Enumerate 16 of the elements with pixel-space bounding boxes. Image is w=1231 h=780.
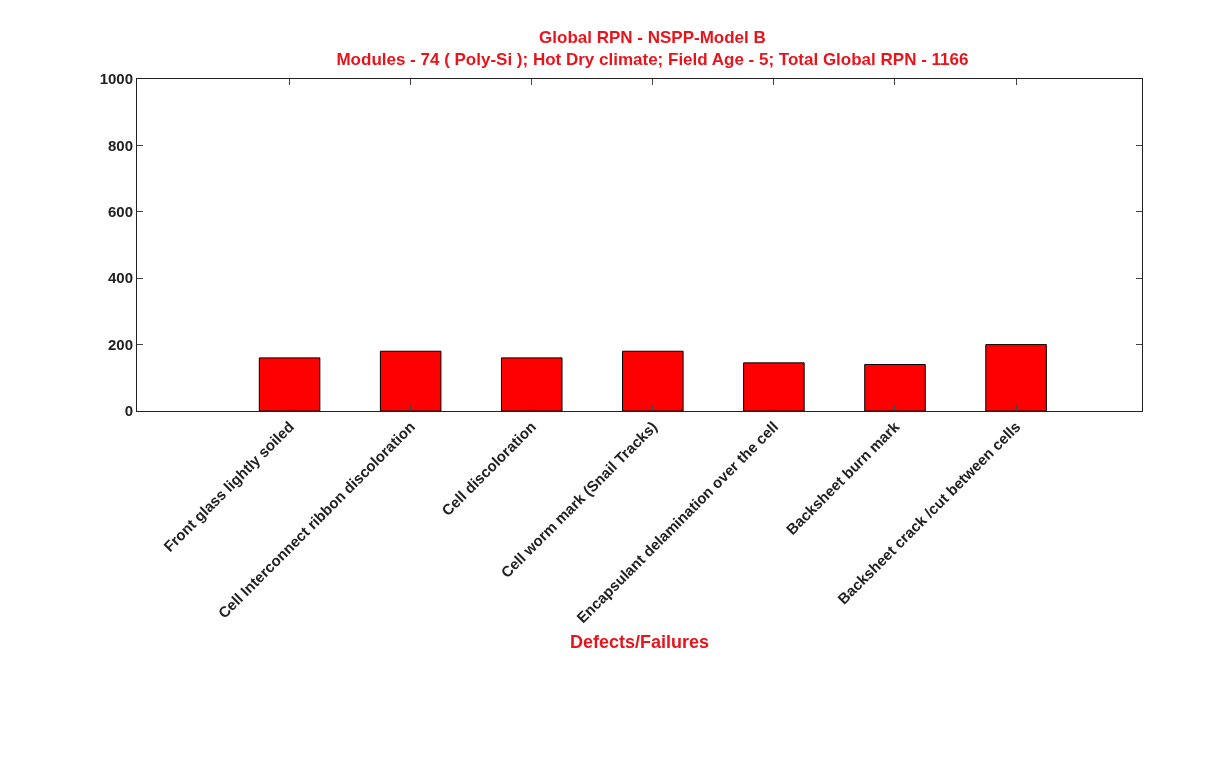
bar [743,362,805,411]
chart-subtitle: Modules - 74 ( Poly-Si ); Hot Dry climate; Field Age - 5; Total Global RPN - 1166 [336,50,969,69]
y-tick-label: 400 [107,269,133,287]
bar [622,350,684,411]
y-tick-label: 1000 [99,70,133,88]
y-tick-label: 600 [107,203,133,221]
chart-title: Global RPN - NSPP-Model B [539,27,766,47]
bar [985,344,1047,411]
bar [379,350,442,411]
bar [258,357,321,411]
y-tick-label: 200 [107,335,133,353]
y-tick-label: 800 [107,136,133,154]
bar [500,357,563,411]
y-tick-label: 0 [124,402,133,420]
x-axis-title: Defects/Failures [569,632,710,653]
bar [864,364,926,411]
